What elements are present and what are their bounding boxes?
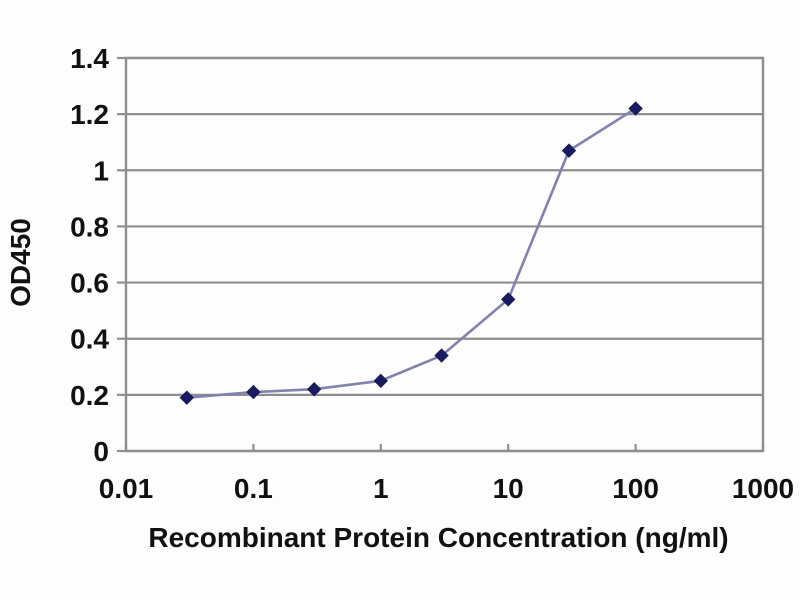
x-axis-title: Recombinant Protein Concentration (ng/ml… bbox=[148, 522, 728, 553]
data-line bbox=[186, 107, 637, 399]
y-axis-title: OD450 bbox=[5, 218, 36, 307]
y-tick-label: 1.2 bbox=[70, 99, 109, 130]
x-tick-label: 0.1 bbox=[234, 473, 273, 504]
data-point-marker bbox=[434, 348, 449, 363]
y-tick-label: 0.4 bbox=[70, 324, 109, 355]
series-layer bbox=[179, 101, 643, 405]
data-point-marker bbox=[246, 384, 261, 400]
y-tick-label: 0 bbox=[93, 436, 109, 467]
y-tick-label: 0.6 bbox=[70, 268, 109, 299]
data-point-marker bbox=[561, 143, 577, 158]
y-tick-label: 0.2 bbox=[70, 380, 109, 411]
data-point-marker bbox=[306, 382, 322, 397]
x-tick-label: 100 bbox=[612, 473, 659, 504]
data-point-marker bbox=[179, 390, 194, 405]
x-tick-label: 10 bbox=[493, 473, 524, 504]
plot-border bbox=[124, 56, 765, 453]
grid-layer bbox=[117, 56, 765, 453]
data-point-marker bbox=[500, 292, 516, 307]
y-tick-label: 1 bbox=[93, 155, 109, 186]
data-point-marker bbox=[373, 373, 389, 389]
x-tick-label: 0.01 bbox=[99, 473, 154, 504]
y-tick-label: 1.4 bbox=[70, 43, 109, 74]
x-tick-label: 1000 bbox=[732, 473, 794, 504]
x-tick-label: 1 bbox=[373, 473, 389, 504]
tick-label-layer: 0 0.2 0.4 0.6 0.8 1 1.2 1.4 0.01 0.1 1 10 100 1000 bbox=[70, 43, 794, 504]
data-point-marker bbox=[628, 101, 643, 116]
y-tick-label: 0.8 bbox=[70, 211, 109, 242]
